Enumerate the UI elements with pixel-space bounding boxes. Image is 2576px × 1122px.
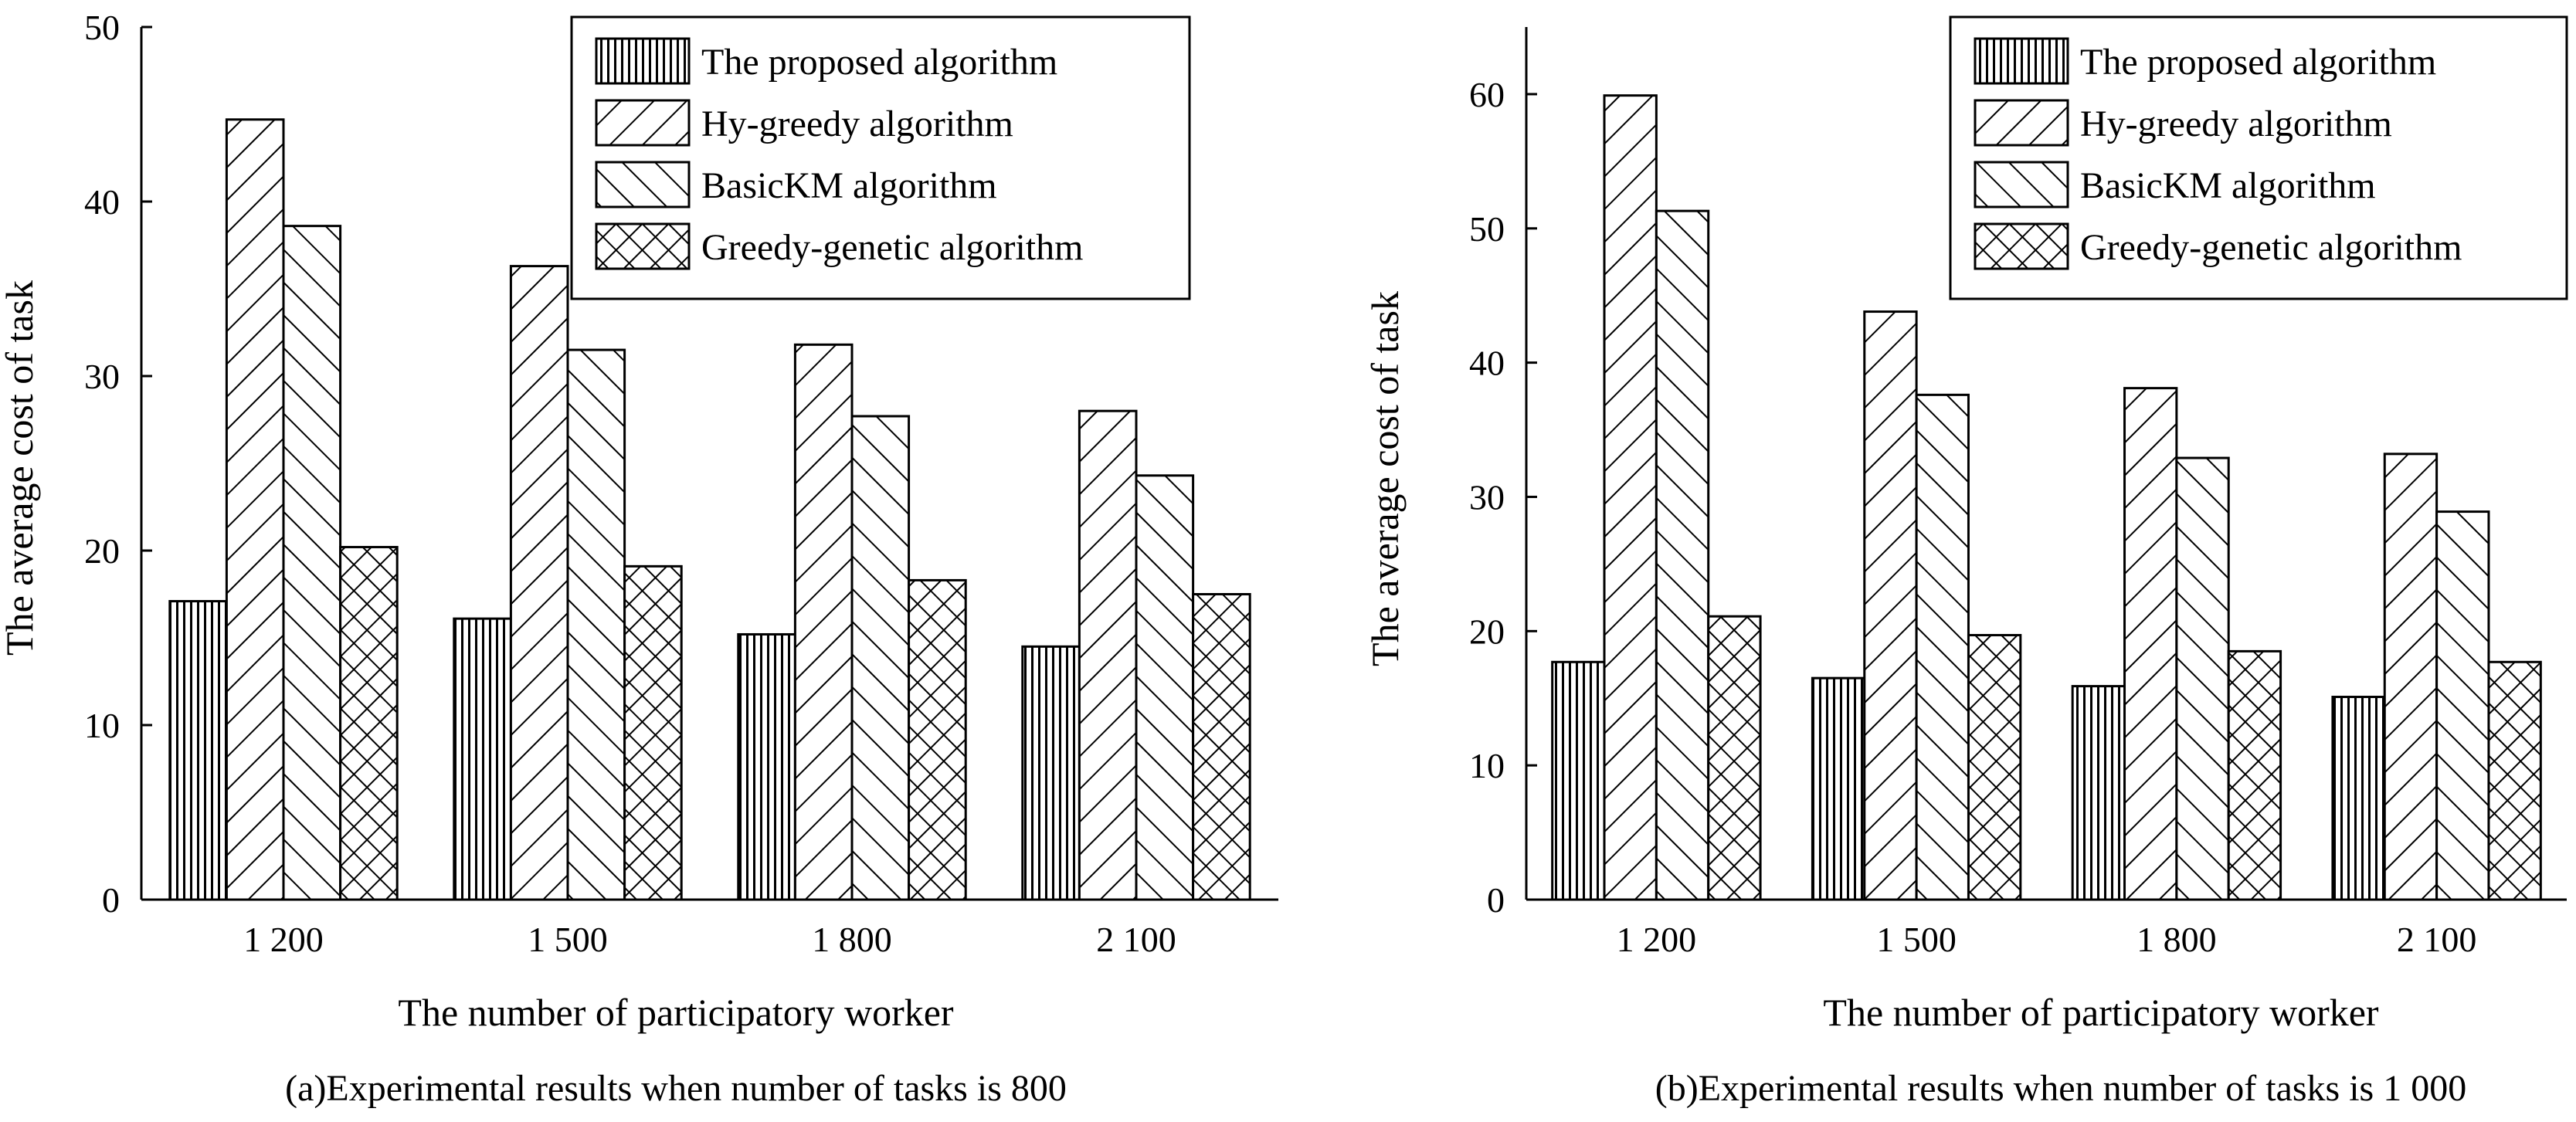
legend-b: The proposed algorithm Hy-greedy algorith… [1949,15,2568,300]
bar-crosshatch-4 [2487,660,2542,901]
caption-b: (b)Experimental results when number of t… [1655,1068,2466,1109]
bar-forward-diagonal-2 [1863,310,1918,901]
bar-forward-diagonal-1 [225,118,285,901]
bar-crosshatch-3 [2227,649,2282,901]
legend-label: Greedy-genetic algorithm [2080,227,2462,268]
bar-vertical-lines-2 [1811,676,1866,901]
legend-swatch-forward-diagonal [595,99,691,147]
y-tick-label: 10 [84,706,120,745]
bar-crosshatch-2 [1967,634,2022,901]
plot-area-a: 0 10 20 30 40 50 1 200 1 500 1 800 2 100 The propo… [84,8,1278,959]
x-tick-label: 2 100 [1096,920,1176,959]
y-tick-label: 50 [84,8,120,47]
legend-label: The proposed algorithm [2080,42,2436,83]
bar-backward-diagonal-2 [1915,393,1970,901]
bar-vertical-lines-4 [1021,645,1081,901]
legend-label: Greedy-genetic algorithm [701,227,1083,268]
legend-label: The proposed algorithm [701,42,1057,83]
x-tick-label: 1 800 [2136,920,2217,959]
legend-label: Hy-greedy algorithm [2080,103,2392,144]
legend-label: Hy-greedy algorithm [701,103,1013,144]
x-tick-label: 1 500 [1876,920,1957,959]
y-tick-label: 40 [1469,344,1505,383]
x-tick-label: 1 800 [812,920,892,959]
x-tick-label: 1 200 [243,920,324,959]
y-tick-label: 40 [84,182,120,222]
y-tick-label: 0 [1487,880,1505,920]
bar-crosshatch-4 [1192,593,1251,901]
y-tick-label: 50 [1469,209,1505,249]
caption-a: (a)Experimental results when number of t… [285,1068,1067,1109]
legend-label: BasicKM algorithm [2080,165,2376,206]
bar-backward-diagonal-4 [2435,510,2490,901]
y-tick-label: 60 [1469,75,1505,114]
y-tick-label: 20 [84,531,120,571]
plot-area-b: 0 10 20 30 40 50 60 1 200 1 500 1 800 2 100 The pro… [1469,15,2568,959]
x-tick-label: 1 200 [1617,920,1697,959]
bar-vertical-lines-1 [168,600,228,901]
legend-label: BasicKM algorithm [701,165,997,206]
x-axis-label-a: The number of participatory worker [398,991,954,1034]
legend-swatch-crosshatch [1974,222,2069,270]
bar-vertical-lines-2 [453,617,512,901]
bar-forward-diagonal-3 [793,343,854,901]
bar-vertical-lines-4 [2331,695,2386,901]
y-axis-label-a: The average cost of task [0,280,41,656]
bar-forward-diagonal-1 [1603,94,1658,901]
bar-forward-diagonal-2 [509,265,569,901]
bar-crosshatch-1 [339,545,399,901]
bar-crosshatch-3 [908,578,967,901]
legend-swatch-vertical-lines [1974,37,2069,85]
chart-panel-a: 0 10 20 30 40 50 1 200 1 500 1 800 2 100 The propo… [0,0,1288,1118]
x-tick-label: 1 500 [528,920,608,959]
bar-vertical-lines-3 [737,632,796,901]
bar-vertical-lines-3 [2071,685,2126,901]
y-tick-label: 20 [1469,612,1505,651]
bar-crosshatch-1 [1707,615,1762,901]
chart-a: 0 10 20 30 40 50 1 200 1 500 1 800 2 100 The propo… [0,8,1278,1109]
bar-crosshatch-2 [623,564,683,901]
bar-backward-diagonal-1 [282,225,342,901]
legend-a: The proposed algorithm Hy-greedy algorith… [570,15,1191,300]
bar-backward-diagonal-1 [1655,209,1710,901]
bar-forward-diagonal-4 [1078,409,1138,901]
bar-backward-diagonal-4 [1135,474,1195,901]
legend-swatch-crosshatch [595,222,691,270]
bar-backward-diagonal-3 [850,415,911,901]
legend-swatch-forward-diagonal [1974,99,2069,147]
y-tick-label: 30 [1469,477,1505,517]
bar-vertical-lines-1 [1551,660,1606,901]
y-tick-label: 0 [102,880,120,920]
bar-backward-diagonal-3 [2175,456,2230,901]
y-axis-label-b: The average cost of task [1363,291,1407,666]
x-axis-label-b: The number of participatory worker [1823,991,2379,1034]
bar-forward-diagonal-3 [2123,387,2178,901]
y-tick-label: 30 [84,357,120,396]
legend-swatch-backward-diagonal [595,161,691,208]
legend-swatch-vertical-lines [595,37,691,85]
chart-panel-b: 0 10 20 30 40 50 60 1 200 1 500 1 800 2 100 The pro… [1288,0,2576,1118]
legend-swatch-backward-diagonal [1974,161,2069,208]
chart-b: 0 10 20 30 40 50 60 1 200 1 500 1 800 2 100 The pro… [1363,15,2568,1109]
bar-backward-diagonal-2 [566,348,626,901]
x-tick-label: 2 100 [2397,920,2477,959]
bar-forward-diagonal-4 [2383,453,2439,901]
y-tick-label: 10 [1469,746,1505,785]
